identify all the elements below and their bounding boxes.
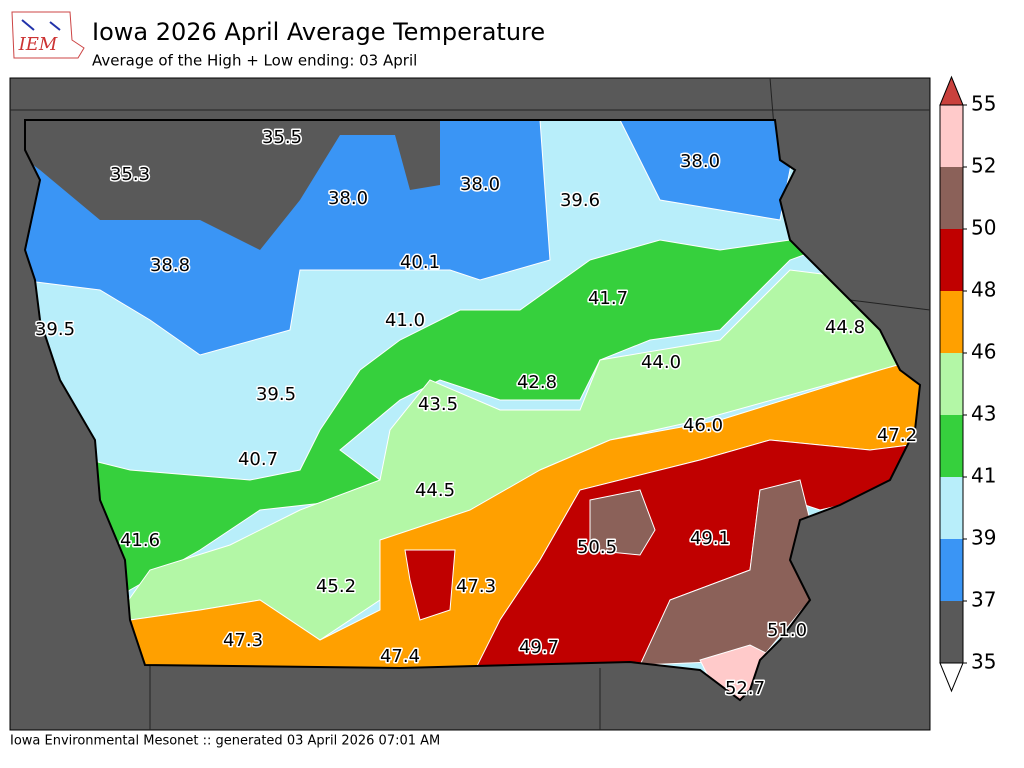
station-value: 47.3	[456, 576, 496, 597]
station-value: 35.5	[262, 127, 302, 148]
colorbar-tick-label: 55	[971, 92, 996, 116]
colorbar-tick-label: 41	[971, 464, 996, 488]
colorbar-tick-label: 48	[971, 278, 996, 302]
station-value: 47.2	[877, 425, 917, 446]
station-value: 49.7	[519, 637, 559, 658]
footer: Iowa Environmental Mesonet :: generated …	[10, 734, 440, 749]
station-value: 42.8	[517, 372, 557, 393]
station-value: 47.4	[380, 646, 420, 667]
colorbar-outline	[939, 104, 964, 664]
station-value: 35.3	[110, 164, 150, 185]
colorbar-bin	[940, 539, 963, 601]
colorbar-bin	[940, 291, 963, 353]
station-value: 52.7	[725, 678, 765, 699]
colorbar: 35 37 39 41 43 46 48 50 52 55	[939, 75, 996, 693]
station-value: 45.2	[316, 576, 356, 597]
station-value: 38.0	[328, 188, 368, 209]
colorbar-bin	[940, 229, 963, 291]
colorbar-tick-label: 39	[971, 526, 996, 550]
station-labels: 35.5 35.3 38.0 38.0 39.6 38.0 38.8 40.1 41.7 39.5…	[33, 126, 918, 701]
contour-zone	[639, 479, 811, 666]
title: Iowa 2026 April Average Temperature	[92, 18, 545, 46]
station-value: 49.1	[690, 528, 730, 549]
logo-text: IEM	[18, 34, 58, 55]
colorbar-bin	[940, 353, 963, 415]
contour-zone	[589, 489, 656, 556]
station-value: 50.5	[577, 537, 617, 558]
colorbar-tick-label: 37	[971, 588, 996, 612]
colorbar-bin	[940, 105, 963, 167]
contour-zone	[619, 120, 801, 221]
station-value: 39.5	[35, 319, 75, 340]
colorbar-tick-label: 35	[971, 650, 996, 674]
colorbar-bin	[940, 167, 963, 229]
station-value: 44.0	[641, 352, 681, 373]
station-value: 46.0	[683, 415, 723, 436]
colorbar-tick-label: 50	[971, 216, 996, 240]
station-value: 41.6	[120, 530, 160, 551]
logo-shape	[11, 11, 85, 59]
logo: IEM	[11, 11, 85, 59]
station-value: 39.5	[256, 384, 296, 405]
logo-icon	[21, 19, 61, 31]
contours	[25, 120, 920, 700]
colorbar-tick-label: 46	[971, 340, 996, 364]
station-value: 38.8	[150, 255, 190, 276]
station-value: 44.5	[415, 480, 455, 501]
station-value: 40.1	[400, 252, 440, 273]
station-value: 40.7	[238, 449, 278, 470]
station-value: 47.3	[223, 630, 263, 651]
colorbar-tick-label: 43	[971, 402, 996, 426]
subtitle: Average of the High + Low ending: 03 Apr…	[92, 52, 417, 70]
iowa-border	[23, 119, 922, 702]
station-value: 38.0	[680, 151, 720, 172]
station-value: 43.5	[418, 394, 458, 415]
station-value: 39.6	[560, 190, 600, 211]
colorbar-tick-label: 52	[971, 154, 996, 178]
station-value: 51.0	[767, 620, 807, 641]
contour-zone	[25, 120, 440, 250]
station-value: 38.0	[460, 174, 500, 195]
station-value: 41.0	[385, 310, 425, 331]
station-value: 44.8	[825, 317, 865, 338]
station-value: 41.7	[588, 288, 628, 309]
colorbar-bin	[940, 601, 963, 663]
colorbar-bin	[940, 415, 963, 477]
colorbar-bin	[940, 477, 963, 539]
contour-zone	[404, 549, 456, 621]
